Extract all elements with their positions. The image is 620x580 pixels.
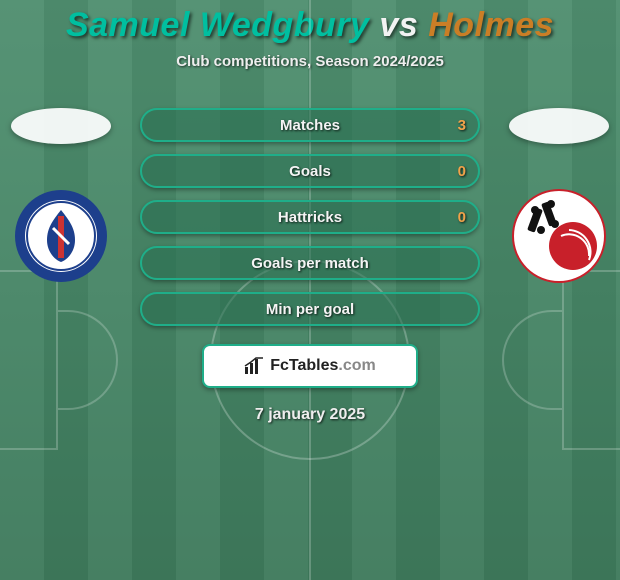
stat-right-value: 0 xyxy=(458,202,466,232)
player2-name: Holmes xyxy=(428,6,554,44)
stat-label: Matches xyxy=(142,110,478,140)
date-label: 7 january 2025 xyxy=(0,406,620,424)
stat-label: Min per goal xyxy=(142,294,478,324)
stat-right-value: 3 xyxy=(458,110,466,140)
player2-photo-placeholder xyxy=(509,108,609,144)
brand-suffix: .com xyxy=(338,357,375,374)
player1-club-badge xyxy=(11,186,111,286)
rotherham-badge-icon xyxy=(511,188,607,284)
player1-photo-placeholder xyxy=(11,108,111,144)
stat-row-hattricks: Hattricks 0 xyxy=(140,200,480,234)
stat-label: Hattricks xyxy=(142,202,478,232)
subtitle: Club competitions, Season 2024/2025 xyxy=(0,53,620,70)
comparison-content: Matches 3 Goals 0 Hattricks 0 Goals per … xyxy=(0,108,620,424)
stat-row-goals-per-match: Goals per match xyxy=(140,246,480,280)
stat-label: Goals xyxy=(142,156,478,186)
player1-name: Samuel Wedgbury xyxy=(66,6,370,44)
player2-column xyxy=(504,108,614,286)
stat-right-value: 0 xyxy=(458,156,466,186)
stat-label: Goals per match xyxy=(142,248,478,278)
chesterfield-badge-icon xyxy=(13,188,109,284)
title-vs: vs xyxy=(379,6,418,44)
chart-icon xyxy=(244,357,264,375)
page-title: Samuel Wedgbury vs Holmes xyxy=(0,0,620,45)
brand-label: FcTables.com xyxy=(270,357,376,375)
player1-column xyxy=(6,108,116,286)
brand-main: FcTables xyxy=(270,357,338,374)
player2-club-badge xyxy=(509,186,609,286)
stats-table: Matches 3 Goals 0 Hattricks 0 Goals per … xyxy=(140,108,480,326)
stat-row-matches: Matches 3 xyxy=(140,108,480,142)
stat-row-min-per-goal: Min per goal xyxy=(140,292,480,326)
source-badge: FcTables.com xyxy=(202,344,418,388)
stat-row-goals: Goals 0 xyxy=(140,154,480,188)
